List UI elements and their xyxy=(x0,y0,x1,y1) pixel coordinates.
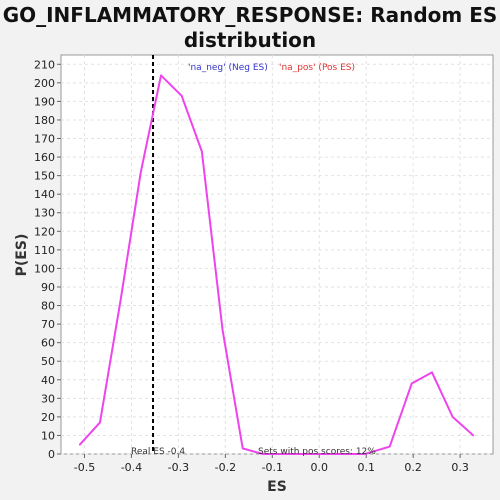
y-tick-label: 80 xyxy=(41,300,55,313)
plot-area xyxy=(60,54,494,455)
data-point xyxy=(140,171,142,173)
data-point xyxy=(119,299,122,301)
y-tick-label: 210 xyxy=(34,58,55,71)
y-tick-label: 60 xyxy=(41,337,55,350)
y-tick-label: 120 xyxy=(34,225,55,238)
y-tick-label: 30 xyxy=(41,392,55,405)
pos-scores-annotation: Sets with pos scores: 12% xyxy=(258,447,376,457)
data-point xyxy=(201,150,203,153)
y-tick-label: 10 xyxy=(41,429,55,442)
data-point xyxy=(364,453,366,455)
series-lines xyxy=(78,74,475,455)
grid-lines xyxy=(61,55,493,455)
x-tick-label: 0.1 xyxy=(357,461,375,474)
data-point xyxy=(343,453,346,455)
x-tick-label: -0.4 xyxy=(121,461,142,474)
x-tick-label: -0.3 xyxy=(168,461,189,474)
y-tick-label: 90 xyxy=(41,281,55,294)
y-tick-label: 180 xyxy=(34,114,55,127)
series-2-group xyxy=(78,74,475,455)
data-point xyxy=(388,445,391,448)
y-tick-label: 110 xyxy=(34,244,55,257)
y-tick-label: 70 xyxy=(41,318,55,331)
y-tick-label: 20 xyxy=(41,411,55,424)
data-point xyxy=(302,453,305,455)
data-point xyxy=(431,371,433,374)
data-point xyxy=(323,453,325,455)
data-point xyxy=(221,328,224,331)
y-tick-label: 50 xyxy=(41,355,55,368)
y-tick-label: 130 xyxy=(34,207,55,220)
data-point xyxy=(160,74,162,77)
data-point xyxy=(282,453,285,455)
x-tick-label: -0.1 xyxy=(262,461,283,474)
x-tick-label: 0.0 xyxy=(311,461,329,474)
data-point xyxy=(472,434,475,437)
y-tick-label: 170 xyxy=(34,133,55,146)
y-axis-title: P(ES) xyxy=(14,234,30,277)
y-tick-label: 200 xyxy=(34,77,55,90)
y-tick-label: 190 xyxy=(34,95,55,108)
y-tick-label: 140 xyxy=(34,188,55,201)
data-point xyxy=(180,95,183,97)
x-tick-label: -0.2 xyxy=(215,461,236,474)
y-tick-label: 40 xyxy=(41,374,55,387)
data-point xyxy=(78,443,81,446)
x-tick-label: 0.3 xyxy=(451,461,469,474)
real-es-annotation: Real ES -0.4 xyxy=(131,447,185,457)
data-point xyxy=(410,382,413,385)
x-axis-title: ES xyxy=(267,479,287,495)
chart-title: GO_INFLAMMATORY_RESPONSE: Random ES dist… xyxy=(2,3,498,52)
data-point xyxy=(451,416,454,418)
y-tick-label: 100 xyxy=(34,262,55,275)
series-line xyxy=(79,74,474,455)
x-tick-label: 0.2 xyxy=(404,461,422,474)
data-point xyxy=(241,447,244,450)
axis-ticks: 0 10 20 30 40 50 60 70 80 90 100 110 120 130 140 150 160… xyxy=(34,58,469,474)
y-tick-label: 160 xyxy=(34,151,55,164)
legend-neg-label: 'na_neg' (Neg ES) xyxy=(188,63,268,73)
data-point xyxy=(99,421,101,424)
data-point xyxy=(262,453,264,455)
legend-pos-label: 'na_pos' (Pos ES) xyxy=(279,63,355,73)
x-tick-label: -0.5 xyxy=(74,461,95,474)
y-tick-label: 0 xyxy=(48,448,55,461)
y-tick-label: 150 xyxy=(34,170,55,183)
